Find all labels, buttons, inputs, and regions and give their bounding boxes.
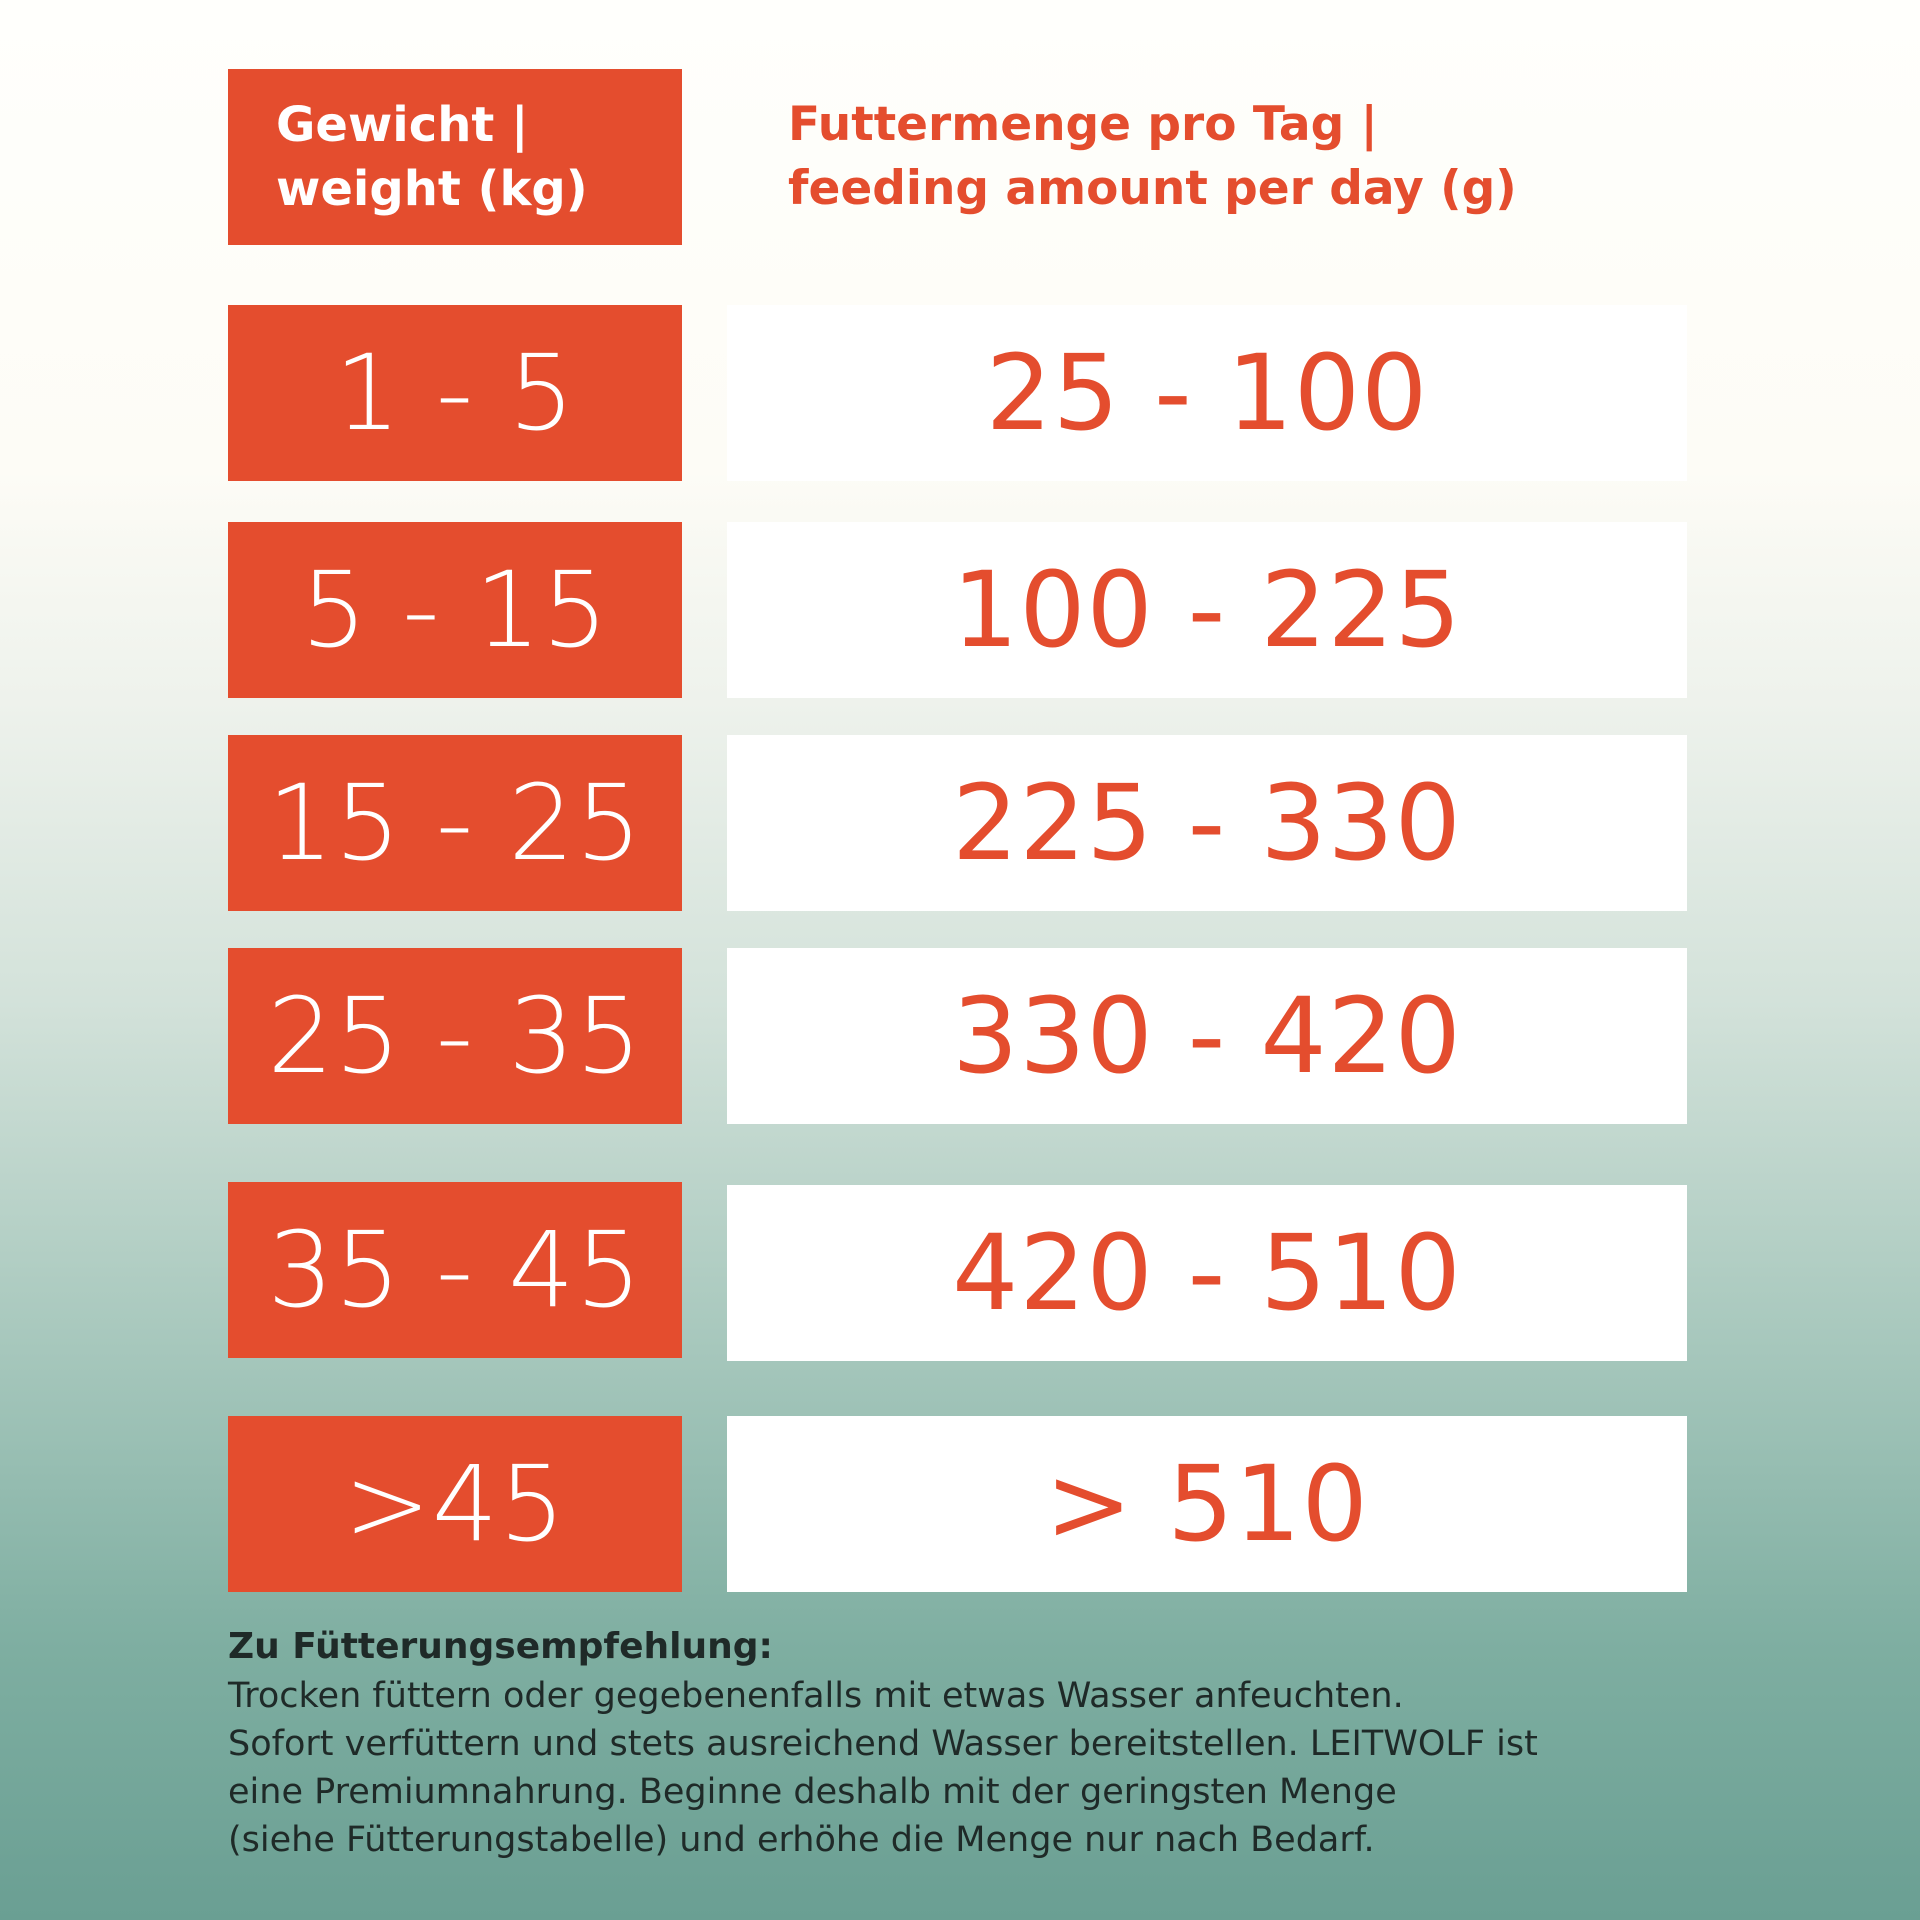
row-weight: 25 - 35	[228, 948, 682, 1124]
row-amount: 225 - 330	[727, 735, 1687, 911]
row-weight: 5 - 15	[228, 522, 682, 698]
row-amount: 420 - 510	[727, 1185, 1687, 1361]
note-body: Trocken füttern oder gegebenenfalls mit …	[228, 1676, 1538, 1860]
feeding-note: Zu Fütterungsempfehlung: Trocken füttern…	[228, 1622, 1698, 1864]
row-weight: 1 - 5	[228, 305, 682, 481]
row-amount: > 510	[727, 1416, 1687, 1592]
header-weight: Gewicht | weight (kg)	[228, 69, 682, 245]
row-amount: 100 - 225	[727, 522, 1687, 698]
row-amount: 25 - 100	[727, 305, 1687, 481]
header-amount: Futtermenge pro Tag | feeding amount per…	[788, 97, 1517, 216]
row-weight: 15 - 25	[228, 735, 682, 911]
row-amount: 330 - 420	[727, 948, 1687, 1124]
note-title: Zu Fütterungsempfehlung:	[228, 1626, 773, 1667]
row-weight: 35 - 45	[228, 1182, 682, 1358]
row-weight: >45	[228, 1416, 682, 1592]
